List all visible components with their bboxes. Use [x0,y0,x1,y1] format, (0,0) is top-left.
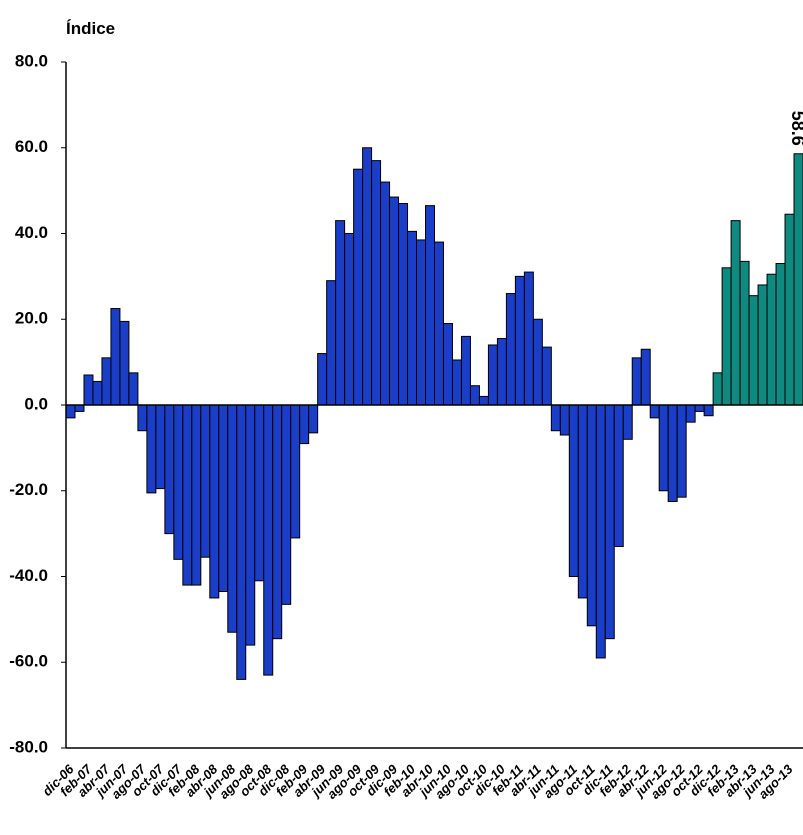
y-tick-label: -80.0 [9,737,48,756]
bar [694,404,705,412]
y-tick-label: -60.0 [9,652,48,671]
bar [523,271,534,406]
bar [362,147,373,406]
bar [577,404,588,599]
bar [775,263,786,406]
bar [353,168,364,406]
bar [595,404,606,659]
bar [254,404,265,582]
bar [335,220,346,406]
bar [649,404,660,419]
bar [128,372,139,406]
bar [191,404,202,586]
bar [667,404,678,502]
bar [505,293,516,406]
bar [721,267,732,406]
bar [604,404,615,640]
bar [425,205,436,406]
y-tick-label: 20.0 [15,309,48,328]
bar [227,404,238,633]
bar [514,275,525,406]
bar [586,404,597,627]
bar [263,404,274,676]
bar [487,344,498,406]
value-label: 58.6 [788,111,803,146]
bar [739,260,750,406]
bar [784,213,795,406]
bar [469,385,480,406]
bar [613,404,624,547]
y-tick-label: -20.0 [9,480,48,499]
bar [434,241,444,406]
y-tick-label: 40.0 [15,223,48,242]
y-tick-label: -40.0 [9,566,48,585]
bar [371,160,382,406]
bar [173,404,184,560]
bar [119,320,130,406]
bar [748,295,759,406]
bar [209,404,220,599]
bar [442,323,453,406]
bar [389,196,400,406]
bar [622,404,633,440]
bar [74,404,85,412]
y-tick-label: 0.0 [24,394,48,413]
bar [155,404,166,490]
bar [478,395,489,406]
bar [137,404,148,432]
bar [146,404,157,494]
bar [541,346,552,406]
bar [640,348,651,406]
bar [757,284,768,406]
bar [416,239,427,406]
bar [281,404,292,605]
bar [326,280,337,406]
bar [92,380,103,406]
bar [290,404,301,539]
bar [83,374,94,406]
y-axis-title: Índice [66,19,115,38]
bar [299,404,310,445]
bar [398,202,409,406]
bar [766,273,777,406]
bar [317,353,328,406]
bar [308,404,319,434]
bar [532,318,543,406]
bar [568,404,579,577]
y-tick-label: 80.0 [15,51,48,70]
bar [730,220,741,406]
bar [101,357,112,406]
bar [712,372,723,406]
bar [676,404,687,498]
bar [550,404,561,432]
bar [65,404,76,419]
y-tick-label: 60.0 [15,137,48,156]
bar [496,338,507,406]
bar [344,233,355,406]
bar [631,357,642,406]
bar [245,404,256,646]
bar [380,181,391,406]
bar [793,153,803,406]
bar [182,404,193,586]
bar [703,404,714,417]
bar [200,404,211,558]
bar [164,404,175,535]
bar [110,308,121,406]
bar [451,359,462,406]
bar [685,404,696,423]
bar [218,404,229,593]
bar [407,230,418,406]
bar [272,404,283,640]
bar [559,404,570,436]
bar [658,404,669,492]
bar [460,335,471,406]
bar [236,404,247,680]
